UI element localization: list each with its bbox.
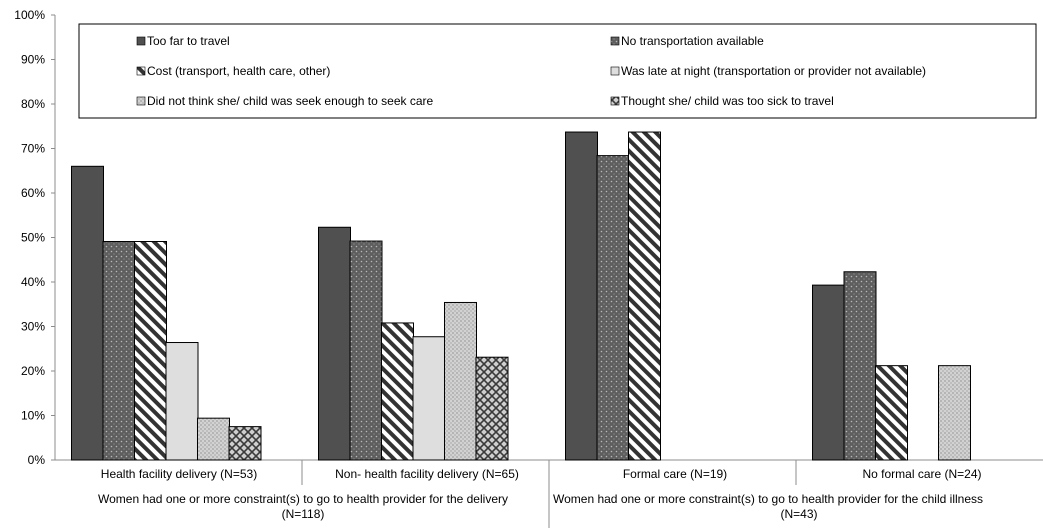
bar-no-transportation xyxy=(102,241,136,461)
bar-no-transportation xyxy=(843,271,877,461)
group-label-child-illness-line1: Women had one or more constraint(s) to g… xyxy=(553,492,983,506)
bar-late-at-night xyxy=(412,336,446,461)
bar-cost xyxy=(134,241,167,461)
group-label-delivery-line1: Women had one or more constraint(s) to g… xyxy=(98,492,508,506)
bar-too-far xyxy=(71,165,104,461)
legend-item-late-at-night: Was late at night (transportation or pro… xyxy=(610,64,926,78)
bar-too-far xyxy=(812,284,845,461)
y-tick-label: 70% xyxy=(21,142,45,156)
y-tick-label: 60% xyxy=(21,186,45,200)
legend-item-cost: Cost (transport, health care, other) xyxy=(136,64,330,78)
legend-label-not-sick-enough: Did not think she/ child was seek enough… xyxy=(147,94,433,108)
bar-cost xyxy=(628,131,661,461)
y-tick-label: 20% xyxy=(21,364,45,378)
legend-swatch-no-transportation xyxy=(610,36,620,46)
y-tick-label: 10% xyxy=(21,409,45,423)
bar-no-transportation xyxy=(349,240,383,461)
y-tick-label: 30% xyxy=(21,320,45,334)
category-label-formal-care: Formal care (N=19) xyxy=(623,467,727,481)
bar-not-sick-enough xyxy=(444,301,477,461)
y-tick-label: 50% xyxy=(21,231,45,245)
bar-not-sick-enough xyxy=(197,417,230,461)
bar-cost xyxy=(381,322,414,461)
legend-swatch-cost xyxy=(136,66,146,76)
legend-label-too-far: Too far to travel xyxy=(147,34,230,48)
y-tick-label: 40% xyxy=(21,275,45,289)
y-tick-label: 90% xyxy=(21,53,45,67)
bar-no-transportation xyxy=(596,155,630,461)
bar-cost xyxy=(875,365,908,461)
legend-swatch-late-at-night xyxy=(610,66,620,76)
legend-label-too-sick: Thought she/ child was too sick to trave… xyxy=(621,94,834,108)
y-tick-label: 0% xyxy=(28,453,46,467)
legend-label-late-at-night: Was late at night (transportation or pro… xyxy=(621,64,926,78)
legend-swatch-too-sick xyxy=(610,96,620,106)
legend-box xyxy=(78,23,1037,119)
category-label-non-health-facility-delivery: Non- health facility delivery (N=65) xyxy=(335,467,519,481)
legend-item-too-far: Too far to travel xyxy=(136,34,230,48)
bar-not-sick-enough xyxy=(938,365,971,461)
y-tick-label: 80% xyxy=(21,97,45,111)
category-label-no-formal-care: No formal care (N=24) xyxy=(862,467,981,481)
legend-item-not-sick-enough: Did not think she/ child was seek enough… xyxy=(136,94,433,108)
bar-too-far xyxy=(565,131,598,461)
legend-label-cost: Cost (transport, health care, other) xyxy=(147,64,330,78)
category-label-health-facility-delivery: Health facility delivery (N=53) xyxy=(101,467,257,481)
bar-too-far xyxy=(318,226,351,461)
legend-swatch-not-sick-enough xyxy=(136,96,146,106)
y-tick-label: 100% xyxy=(14,8,45,22)
legend-swatch-too-far xyxy=(136,36,146,46)
category-dividers xyxy=(301,460,797,528)
legend-item-too-sick: Thought she/ child was too sick to trave… xyxy=(610,94,834,108)
bar-too-sick xyxy=(475,356,509,461)
legend-label-no-transportation: No transportation available xyxy=(621,34,764,48)
legend: Too far to travel No transportation avai… xyxy=(78,23,1037,119)
bar-late-at-night xyxy=(165,342,199,461)
legend-item-no-transportation: No transportation available xyxy=(610,34,764,48)
bars xyxy=(71,131,971,461)
group-label-delivery-line2: (N=118) xyxy=(282,507,325,521)
group-label-child-illness-line2: (N=43) xyxy=(780,507,817,521)
bar-too-sick xyxy=(228,426,262,461)
y-axis-ticks: 0% 10% 20% 30% 40% 50% 60% 70% 80% 90% 100% xyxy=(14,8,55,467)
